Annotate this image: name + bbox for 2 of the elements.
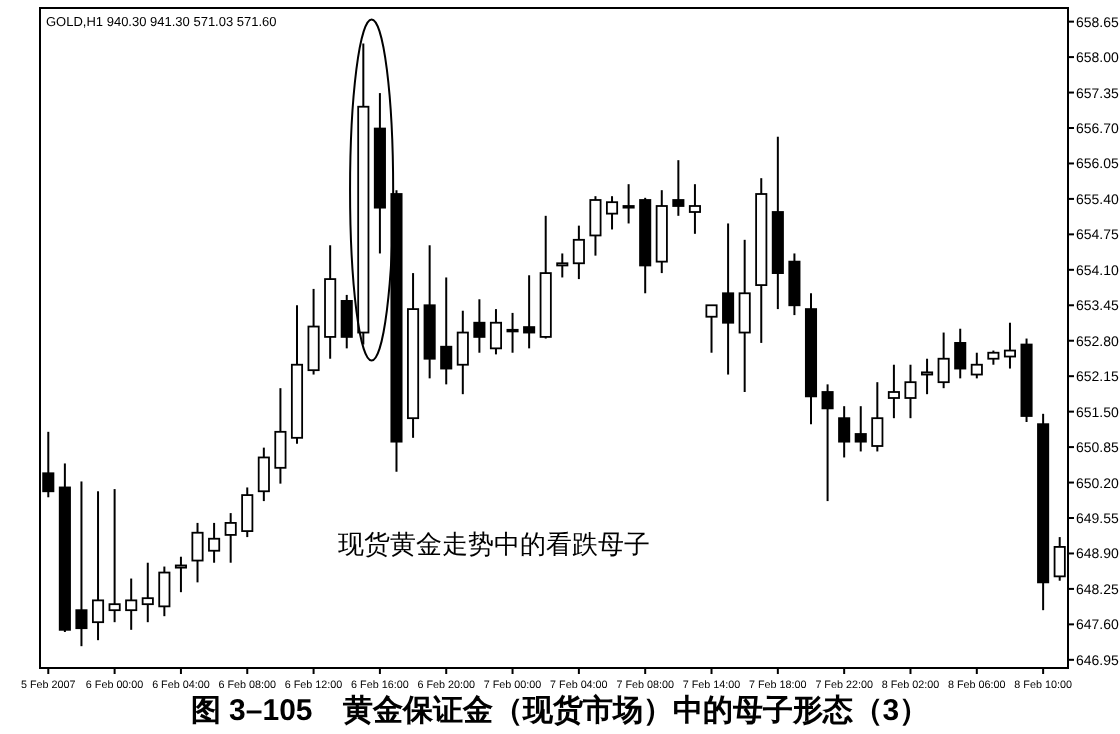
annotation: 现货黄金走势中的看跌母子 <box>338 529 651 560</box>
title: 图 3–105 黄金保证金（现货市场）中的母子形态（3） <box>190 694 930 728</box>
